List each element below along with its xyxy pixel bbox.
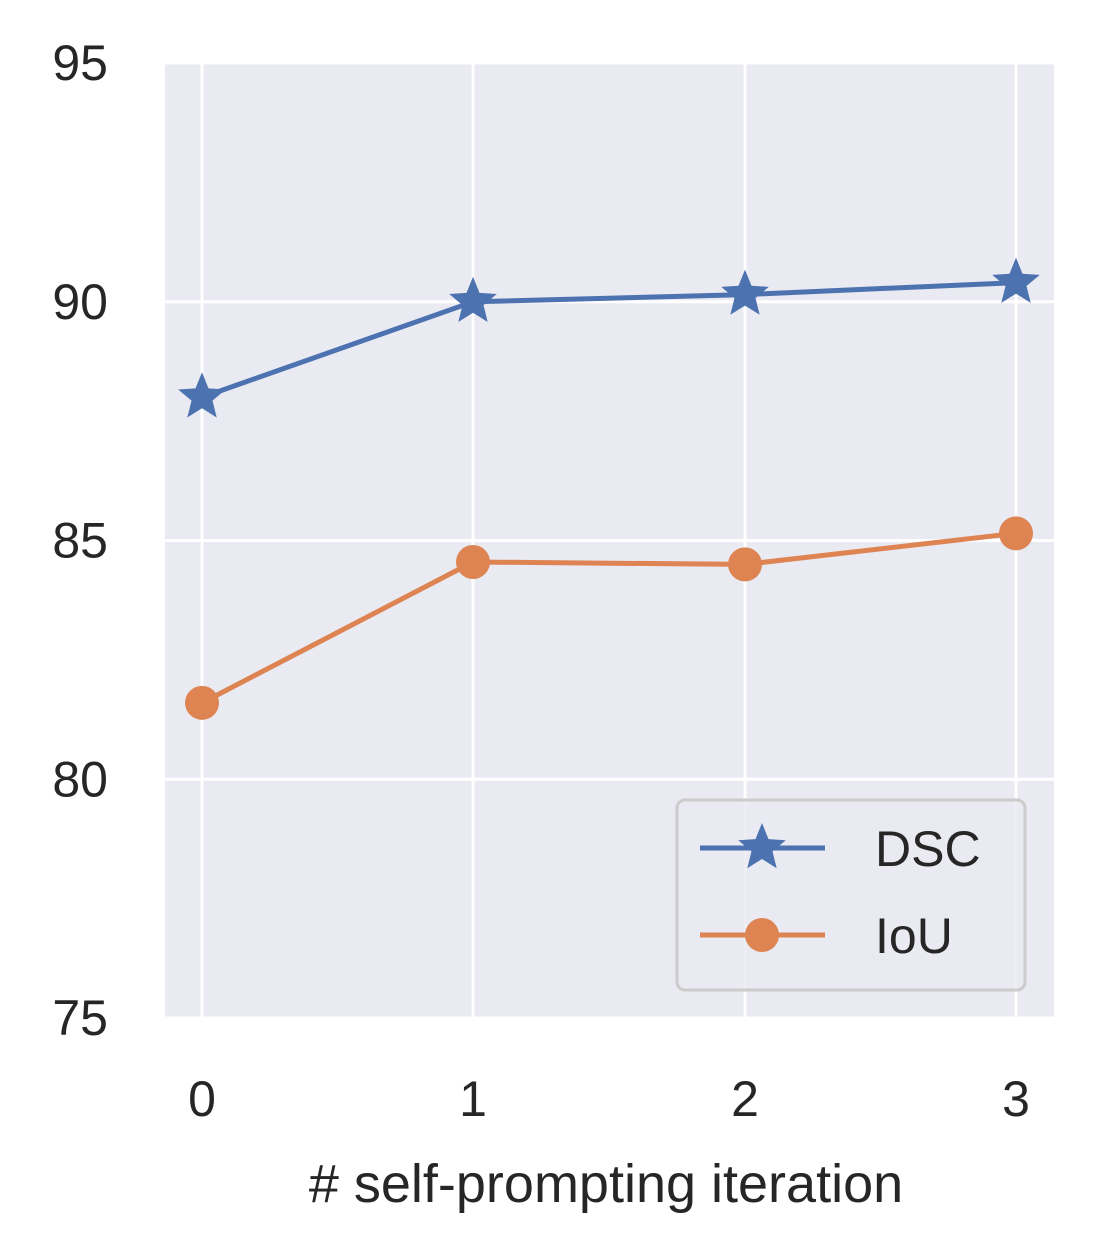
x-tick-label: 3 <box>1002 1071 1030 1127</box>
data-point-dsc <box>449 276 497 322</box>
data-point-iou <box>456 544 490 579</box>
data-point-iou <box>728 547 762 582</box>
legend-label-dsc: DSC <box>875 821 981 877</box>
data-point-dsc <box>721 269 769 315</box>
legend-marker-iou <box>745 918 779 952</box>
data-point-dsc <box>992 257 1040 303</box>
x-tick-label: 2 <box>731 1071 759 1127</box>
y-axis: 75 80 85 90 95 <box>52 35 108 1046</box>
y-tick-label: 75 <box>52 990 108 1046</box>
y-tick-label: 90 <box>52 274 108 330</box>
legend-label-iou: IoU <box>875 908 953 964</box>
series-line-dsc <box>201 280 1017 400</box>
y-tick-label: 85 <box>52 513 108 569</box>
series-line-iou <box>200 530 1017 706</box>
y-tick-label: 80 <box>52 751 108 807</box>
legend-marker-dsc <box>738 823 786 869</box>
x-tick-label: 1 <box>459 1071 487 1127</box>
legend: DSC IoU <box>675 798 1027 992</box>
y-tick-label: 95 <box>52 35 108 91</box>
series-layer <box>178 257 1040 720</box>
x-axis: 0 1 2 3 <box>188 1071 1030 1127</box>
data-point-iou <box>185 685 219 720</box>
data-point-dsc <box>178 372 226 418</box>
data-point-iou <box>999 516 1033 551</box>
x-tick-label: 0 <box>188 1071 216 1127</box>
grid <box>165 61 1054 1020</box>
x-axis-label: # self-prompting iteration <box>309 1154 903 1214</box>
